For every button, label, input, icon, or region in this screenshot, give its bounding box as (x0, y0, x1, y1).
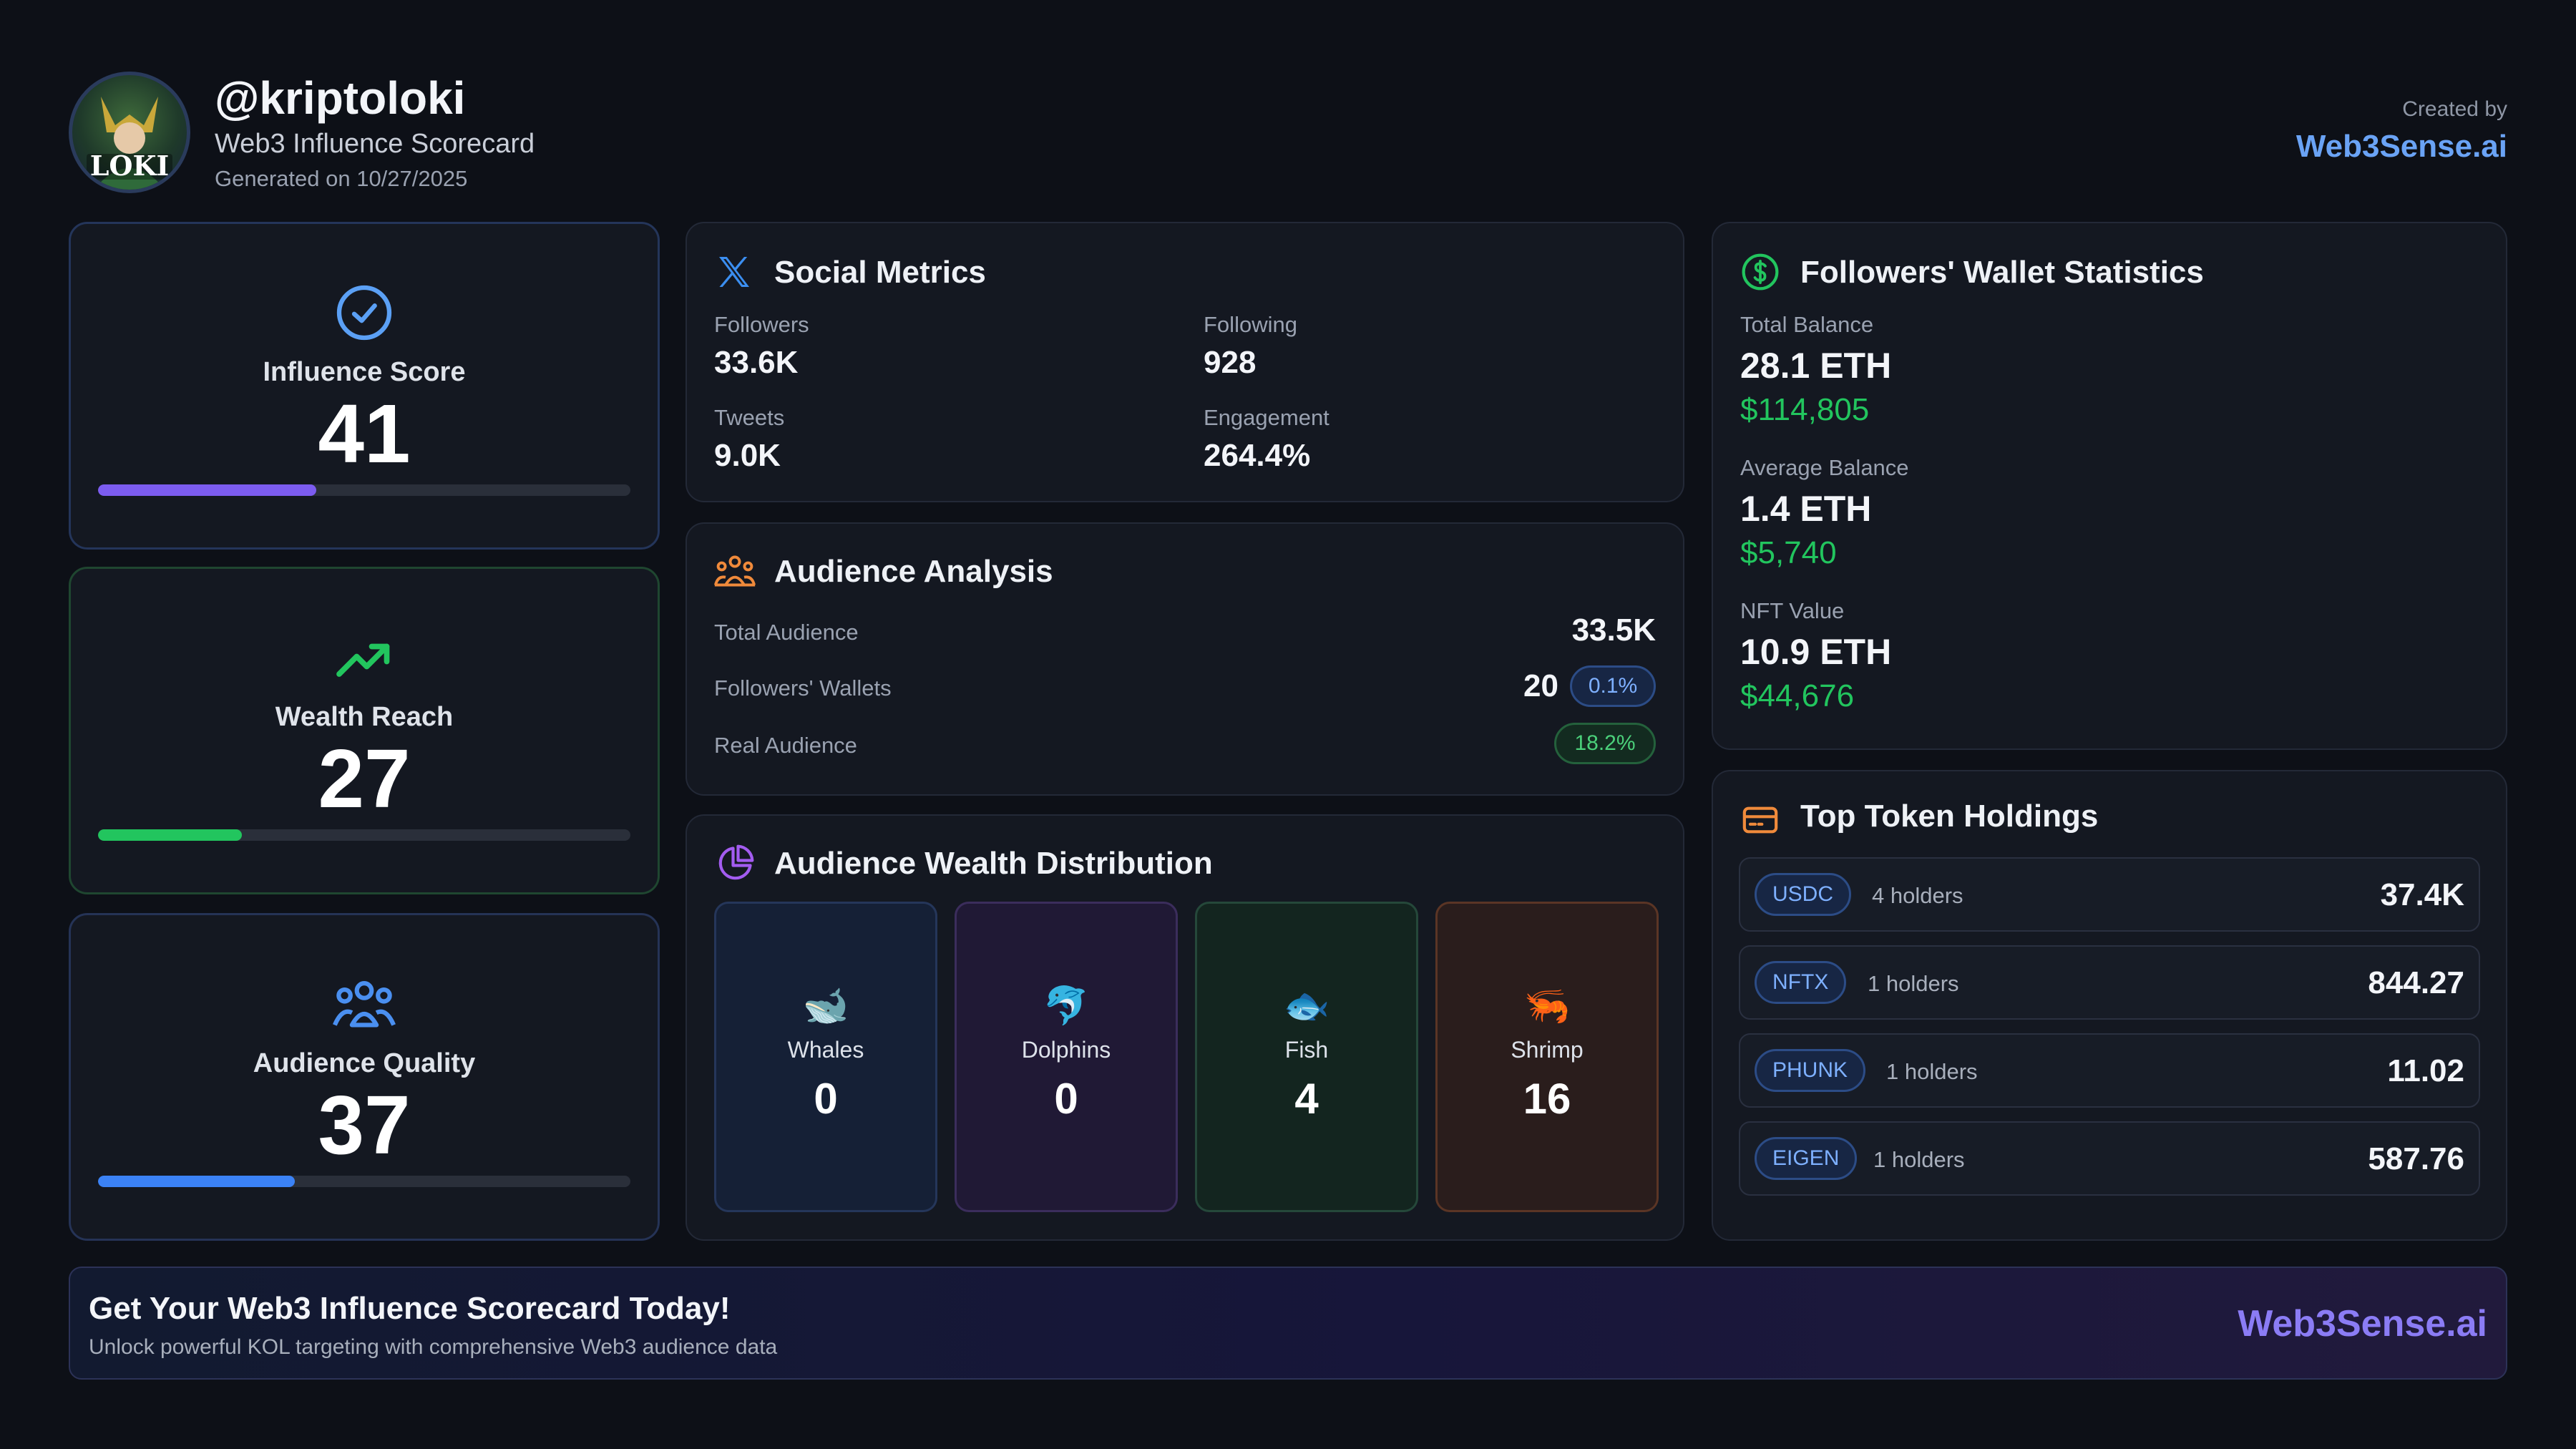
tier-count: 0 (1054, 1075, 1078, 1123)
nft-value-label: NFT Value (1740, 598, 1845, 623)
trending-up-icon (336, 643, 390, 677)
token-symbol-badge: EIGEN (1755, 1137, 1858, 1180)
average-balance-usd: $5,740 (1740, 535, 1837, 570)
token-symbol-badge: USDC (1755, 873, 1852, 916)
followers-label: Followers (714, 312, 809, 337)
wealth-reach-card: Wealth Reach 27 (69, 567, 660, 894)
token-holders: 1 holders (1886, 1059, 1978, 1084)
created-by-label: Created by (2402, 97, 2507, 121)
profile-handle: @kriptoloki (215, 72, 466, 124)
real-audience-badge: 18.2% (1554, 723, 1656, 764)
panel-title: Followers' Wallet Statistics (1800, 255, 2204, 290)
panel-title: Audience Wealth Distribution (774, 846, 1213, 881)
cta-banner[interactable]: Get Your Web3 Influence Scorecard Today!… (69, 1267, 2507, 1380)
score-value: 41 (318, 387, 411, 480)
token-holders: 1 holders (1873, 1147, 1965, 1172)
check-circle-icon (336, 285, 392, 341)
token-row[interactable]: EIGEN 1 holders 587.76 (1739, 1121, 2480, 1196)
dollar-circle-icon (1742, 253, 1779, 291)
followers-wallets-value: 20 (1523, 668, 1558, 703)
nft-value-eth: 10.9 ETH (1740, 632, 1892, 672)
tier-label: Whales (787, 1037, 864, 1063)
panel-title: Audience Analysis (774, 554, 1053, 589)
engagement-label: Engagement (1204, 405, 1330, 430)
cta-subtitle: Unlock powerful KOL targeting with compr… (89, 1335, 778, 1359)
score-value: 27 (318, 732, 411, 825)
token-holders: 4 holders (1872, 883, 1963, 908)
wealth-tier-fish: 🐟 Fish 4 (1195, 902, 1418, 1212)
token-row[interactable]: USDC 4 holders 37.4K (1739, 857, 2480, 932)
wealth-tier-dolphins: 🐬 Dolphins 0 (955, 902, 1178, 1212)
tier-count: 16 (1523, 1075, 1571, 1123)
wealth-tier-shrimp: 🦐 Shrimp 16 (1435, 902, 1659, 1212)
score-progress-fill (98, 829, 242, 841)
score-progress-bar (98, 829, 630, 841)
score-label: Audience Quality (253, 1048, 476, 1078)
tier-label: Fish (1284, 1037, 1329, 1063)
shrimp-icon: 🦐 (1523, 985, 1571, 1027)
wallet-card-icon (1742, 806, 1778, 834)
page-subtitle: Web3 Influence Scorecard (215, 129, 535, 159)
tweets-value: 9.0K (714, 438, 781, 473)
brand-link[interactable]: Web3Sense.ai (2296, 129, 2507, 164)
score-progress-fill (98, 484, 317, 496)
average-balance-eth: 1.4 ETH (1740, 489, 1872, 529)
followers-wallets-label: Followers' Wallets (714, 675, 892, 701)
tweets-label: Tweets (714, 405, 785, 430)
dolphin-icon: 🐬 (1043, 985, 1090, 1027)
token-row[interactable]: PHUNK 1 holders 11.02 (1739, 1033, 2480, 1108)
panel-title: Top Token Holdings (1800, 799, 2099, 834)
avatar: LOKI (69, 72, 190, 193)
influence-score-card: Influence Score 41 (69, 222, 660, 550)
nft-value-usd: $44,676 (1740, 678, 1855, 713)
total-balance-label: Total Balance (1740, 312, 1874, 337)
tier-label: Shrimp (1511, 1037, 1584, 1063)
following-label: Following (1204, 312, 1297, 337)
x-logo-icon (719, 257, 749, 287)
audience-quality-card: Audience Quality 37 (69, 913, 660, 1241)
tier-count: 4 (1294, 1075, 1319, 1123)
wallet-statistics-panel: Followers' Wallet Statistics Total Balan… (1712, 222, 2507, 750)
token-value: 844.27 (2368, 965, 2464, 1000)
score-label: Wealth Reach (275, 702, 454, 732)
tier-count: 0 (814, 1075, 838, 1123)
wealth-tier-whales: 🐋 Whales 0 (714, 902, 937, 1212)
group-icon (714, 555, 756, 587)
users-icon (333, 981, 396, 1028)
cta-brand-link[interactable]: Web3Sense.ai (2238, 1303, 2487, 1345)
social-metrics-panel: Social Metrics Followers 33.6K Following… (686, 222, 1684, 502)
followers-value: 33.6K (714, 345, 799, 380)
generated-date: Generated on 10/27/2025 (215, 166, 468, 191)
avatar-logo-text: LOKI (89, 150, 170, 182)
wallets-percent-badge: 0.1% (1570, 665, 1656, 707)
token-symbol-badge: NFTX (1755, 961, 1847, 1004)
token-value: 37.4K (2380, 877, 2464, 912)
audience-analysis-panel: Audience Analysis Total Audience 33.5K F… (686, 522, 1684, 796)
pie-chart-icon (718, 844, 754, 880)
total-audience-value: 33.5K (1571, 613, 1656, 648)
score-progress-fill (98, 1176, 296, 1187)
fish-icon: 🐟 (1283, 985, 1330, 1027)
score-value: 37 (318, 1078, 411, 1171)
panel-title: Social Metrics (774, 255, 986, 290)
score-label: Influence Score (263, 357, 466, 387)
cta-title: Get Your Web3 Influence Scorecard Today! (89, 1291, 731, 1326)
total-audience-label: Total Audience (714, 620, 859, 645)
token-holders: 1 holders (1868, 971, 1959, 996)
loki-avatar-image (87, 97, 172, 190)
score-progress-bar (98, 484, 630, 496)
token-value: 587.76 (2368, 1141, 2464, 1176)
score-progress-bar (98, 1176, 630, 1187)
real-audience-label: Real Audience (714, 733, 857, 758)
token-symbol-badge: PHUNK (1755, 1049, 1866, 1092)
tier-label: Dolphins (1021, 1037, 1111, 1063)
total-balance-usd: $114,805 (1740, 392, 1870, 427)
average-balance-label: Average Balance (1740, 455, 1909, 480)
token-value: 11.02 (2387, 1053, 2464, 1088)
token-row[interactable]: NFTX 1 holders 844.27 (1739, 945, 2480, 1020)
following-value: 928 (1204, 345, 1257, 380)
engagement-value: 264.4% (1204, 438, 1311, 473)
total-balance-eth: 28.1 ETH (1740, 346, 1892, 386)
whale-icon: 🐋 (802, 985, 849, 1027)
